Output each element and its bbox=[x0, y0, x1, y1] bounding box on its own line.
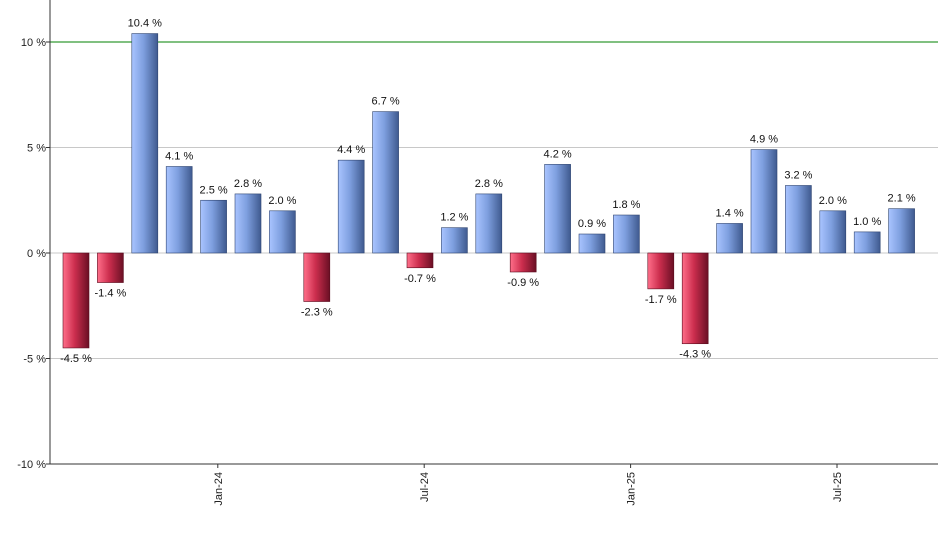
bar bbox=[441, 227, 468, 254]
bar bbox=[613, 214, 640, 254]
bar bbox=[888, 208, 915, 254]
bar bbox=[509, 252, 537, 273]
bar bbox=[337, 159, 365, 254]
bar bbox=[716, 223, 743, 254]
bar bbox=[165, 166, 193, 254]
axes: 10 % 5 % 0 % -5 % -10 % Jan-24 Jul-24 Jan-25 Jul… bbox=[17, 0, 938, 506]
bar bbox=[785, 185, 812, 254]
data-label: -4.3 % bbox=[679, 349, 711, 361]
data-label: -0.7 % bbox=[404, 273, 436, 285]
data-label: 2.0 % bbox=[268, 195, 296, 207]
data-label: 4.1 % bbox=[165, 150, 193, 162]
data-label: 6.7 % bbox=[372, 96, 400, 108]
data-label: -2.3 % bbox=[301, 307, 333, 319]
data-label: -0.9 % bbox=[507, 277, 539, 289]
bar bbox=[544, 164, 571, 254]
data-label: 10.4 % bbox=[128, 18, 162, 30]
bar bbox=[97, 252, 124, 283]
y-tick-label: -10 % bbox=[17, 459, 46, 471]
data-label: 2.8 % bbox=[475, 178, 503, 190]
bar bbox=[200, 199, 227, 254]
bar bbox=[303, 252, 331, 302]
data-label: -1.4 % bbox=[95, 288, 127, 300]
bars bbox=[62, 33, 915, 349]
data-label: 4.4 % bbox=[337, 144, 365, 156]
bar bbox=[131, 33, 159, 254]
data-label: 3.2 % bbox=[784, 169, 812, 181]
data-label: 1.8 % bbox=[612, 199, 640, 211]
y-tick-label: 10 % bbox=[21, 37, 46, 49]
data-label: 1.2 % bbox=[440, 212, 468, 224]
data-label: 2.8 % bbox=[234, 178, 262, 190]
data-label: 0.9 % bbox=[578, 218, 606, 230]
bar bbox=[647, 252, 675, 290]
y-tick-label: -5 % bbox=[23, 354, 46, 366]
x-tick-label: Jan-24 bbox=[213, 472, 225, 506]
data-label: -1.7 % bbox=[645, 294, 677, 306]
y-tick-label: 0 % bbox=[27, 248, 46, 260]
bar bbox=[234, 193, 262, 254]
x-tick-label: Jul-25 bbox=[832, 472, 844, 502]
data-label: 2.1 % bbox=[888, 193, 916, 205]
bar bbox=[475, 193, 503, 254]
bar bbox=[750, 149, 778, 254]
bar bbox=[372, 111, 399, 254]
bar bbox=[269, 210, 296, 254]
bar bbox=[853, 231, 881, 254]
y-tick-label: 5 % bbox=[27, 143, 46, 155]
data-label: 1.0 % bbox=[853, 216, 881, 228]
data-label: 1.4 % bbox=[716, 207, 744, 219]
bar bbox=[681, 252, 709, 345]
data-label: -4.5 % bbox=[60, 353, 92, 365]
bar bbox=[578, 233, 606, 254]
x-tick-label: Jan-25 bbox=[626, 472, 638, 506]
data-label: 4.9 % bbox=[750, 134, 778, 146]
bar bbox=[819, 210, 847, 254]
data-labels: -4.5 % -1.4 % 10.4 % 4.1 % 2.5 % 2.8 % 2.0 % -2… bbox=[60, 18, 916, 365]
data-label: 2.0 % bbox=[819, 195, 847, 207]
data-label: 2.5 % bbox=[200, 184, 228, 196]
bar bbox=[62, 252, 90, 349]
bar bbox=[406, 252, 434, 269]
data-label: 4.2 % bbox=[544, 148, 572, 160]
x-tick-label: Jul-24 bbox=[419, 472, 431, 502]
